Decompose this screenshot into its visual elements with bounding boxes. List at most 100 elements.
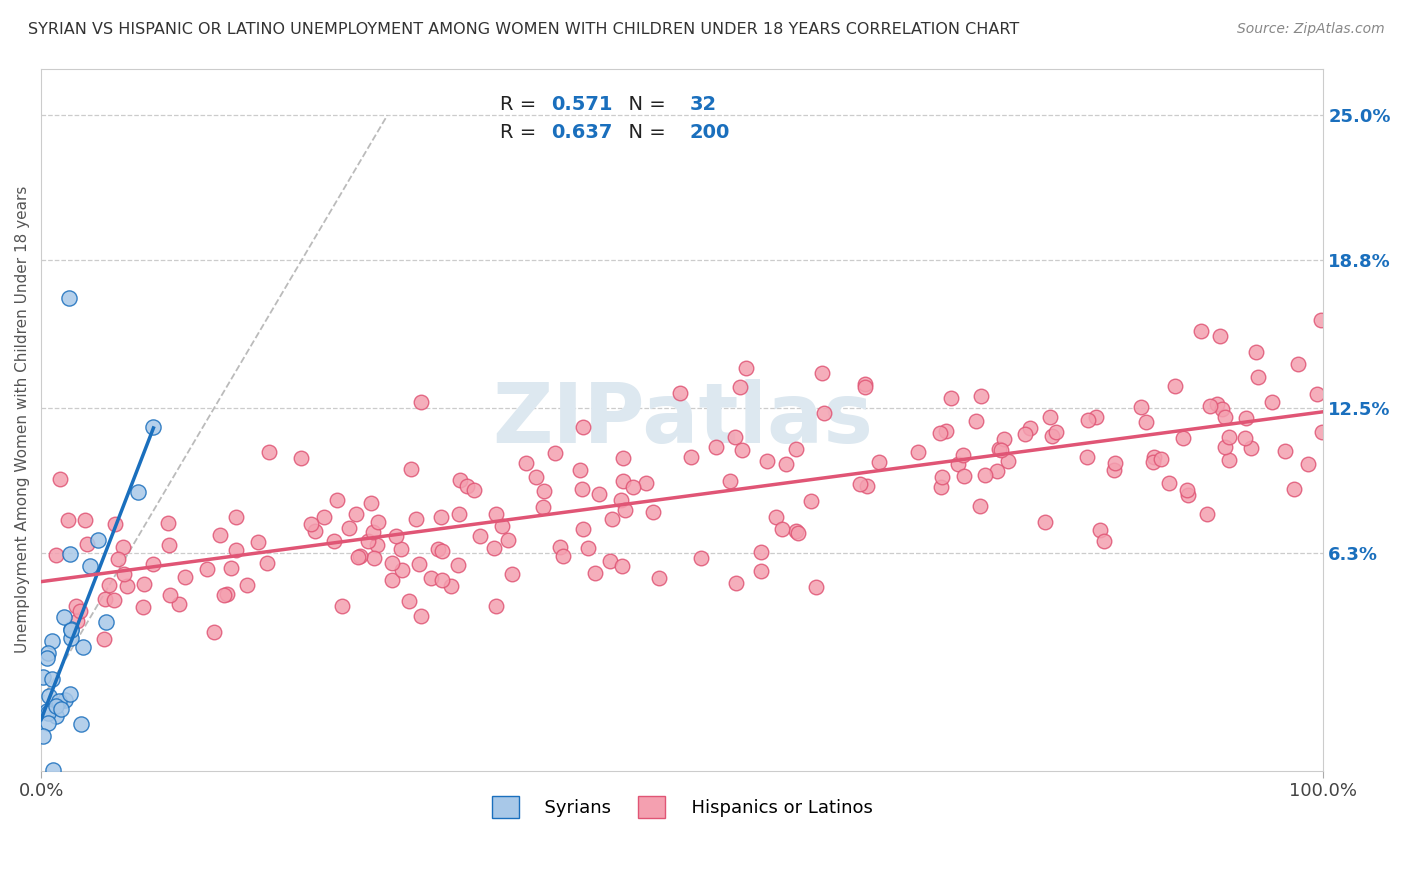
Point — [290, 450, 312, 465]
Point — [104, 516, 127, 531]
Point — [48, 694, 70, 708]
Point — [491, 519, 513, 533]
Point — [66, 615, 89, 629]
Point — [531, 500, 554, 515]
Text: 200: 200 — [690, 123, 730, 143]
Point — [583, 566, 606, 580]
Point — [357, 533, 380, 548]
Point — [501, 567, 523, 582]
Point — [1211, 401, 1233, 416]
Point — [420, 571, 443, 585]
Point — [440, 579, 463, 593]
Point — [409, 609, 432, 624]
Point — [973, 468, 995, 483]
Point — [1173, 431, 1195, 445]
Point — [599, 554, 621, 568]
Point — [1310, 425, 1333, 439]
Point — [965, 414, 987, 428]
Point — [159, 588, 181, 602]
Point — [53, 693, 76, 707]
Point — [132, 599, 155, 614]
Point — [602, 512, 624, 526]
Point — [1088, 523, 1111, 537]
Point — [1199, 400, 1222, 414]
Point — [103, 593, 125, 607]
Point — [1018, 421, 1040, 435]
Point — [929, 480, 952, 494]
Point — [690, 551, 713, 566]
Point — [515, 456, 537, 470]
Point — [1233, 431, 1256, 445]
Point — [990, 443, 1012, 458]
Point — [755, 454, 778, 468]
Point — [380, 573, 402, 587]
Point — [533, 483, 555, 498]
Point — [1234, 411, 1257, 425]
Point — [45, 548, 67, 562]
Point — [1240, 441, 1263, 455]
Point — [323, 534, 346, 549]
Point — [1213, 409, 1236, 424]
Point — [610, 493, 633, 508]
Point — [1218, 453, 1240, 467]
Point — [385, 529, 408, 543]
Point — [1286, 357, 1309, 371]
Point — [986, 464, 1008, 478]
Point — [1175, 483, 1198, 497]
Point — [730, 380, 752, 394]
Point — [332, 599, 354, 613]
Point — [75, 513, 97, 527]
Point — [256, 556, 278, 570]
Point — [337, 521, 360, 535]
Point — [53, 609, 76, 624]
Text: N =: N = — [616, 95, 672, 114]
Point — [765, 510, 787, 524]
Point — [1244, 344, 1267, 359]
Point — [156, 516, 179, 531]
Point — [225, 542, 247, 557]
Point — [610, 558, 633, 573]
Point — [785, 524, 807, 538]
Point — [576, 541, 599, 555]
Point — [38, 689, 60, 703]
Point — [409, 395, 432, 409]
Text: Source: ZipAtlas.com: Source: ZipAtlas.com — [1237, 22, 1385, 37]
Point — [548, 540, 571, 554]
Point — [142, 558, 165, 572]
Point — [59, 547, 82, 561]
Point — [969, 499, 991, 513]
Point — [612, 475, 634, 489]
Point — [647, 571, 669, 585]
Y-axis label: Unemployment Among Women with Children Under 18 years: Unemployment Among Women with Children U… — [15, 186, 30, 653]
Point — [907, 445, 929, 459]
Point — [112, 567, 135, 582]
Point — [484, 599, 506, 614]
Point — [65, 599, 87, 613]
Point — [1206, 397, 1229, 411]
Point — [212, 588, 235, 602]
Point — [202, 625, 225, 640]
Point — [31, 783, 53, 797]
Point — [219, 561, 242, 575]
Point — [391, 563, 413, 577]
Text: N =: N = — [616, 123, 672, 143]
Point — [572, 420, 595, 434]
Point — [430, 509, 453, 524]
Point — [111, 541, 134, 555]
Text: R =: R = — [501, 123, 543, 143]
Text: R =: R = — [501, 95, 543, 114]
Point — [304, 524, 326, 538]
Point — [45, 709, 67, 723]
Point — [366, 538, 388, 552]
Point — [1150, 452, 1173, 467]
Point — [449, 473, 471, 487]
Point — [724, 430, 747, 444]
Point — [751, 544, 773, 558]
Point — [1208, 329, 1230, 343]
Point — [1076, 450, 1098, 465]
Point — [35, 796, 58, 810]
Point — [225, 509, 247, 524]
Point — [215, 587, 238, 601]
Point — [1040, 428, 1063, 442]
Point — [634, 475, 657, 490]
